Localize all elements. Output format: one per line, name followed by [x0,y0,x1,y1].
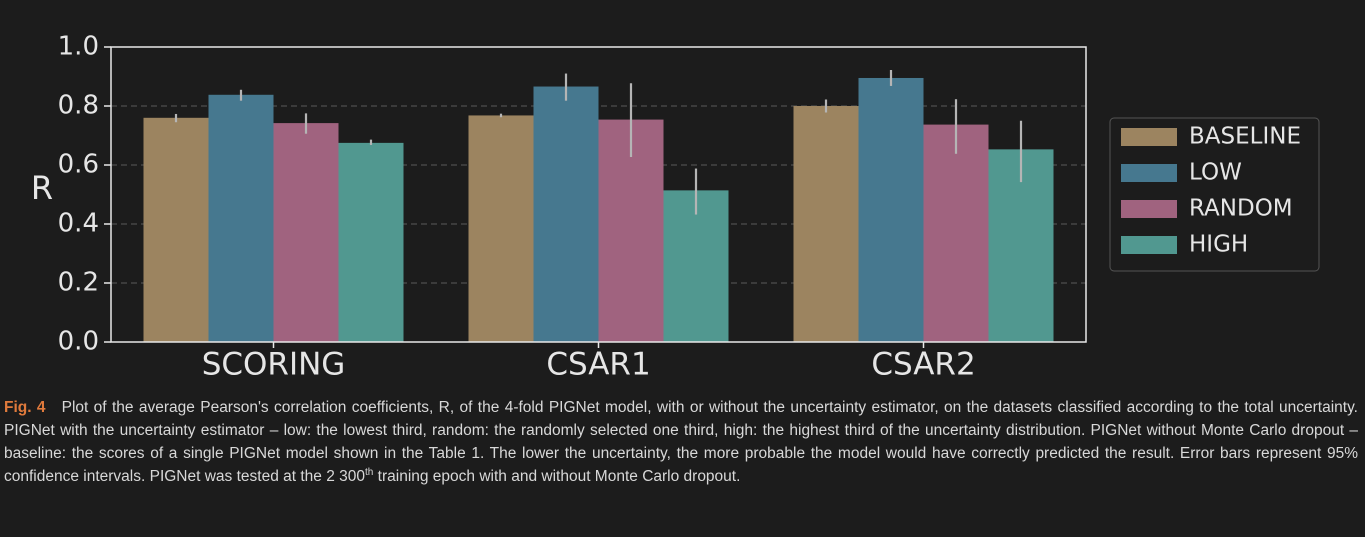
figure-caption: Fig. 4 Plot of the average Pearson's cor… [4,396,1358,488]
y-tick-label: 0.2 [58,268,99,298]
x-tick-label: CSAR1 [546,347,650,383]
bar [468,115,534,342]
bar [793,106,859,342]
legend-swatch [1121,128,1177,146]
legend: BASELINE LOW RANDOM HIGH [1109,117,1320,272]
y-tick-label: 0.8 [58,91,99,121]
x-tick-label: SCORING [202,347,346,383]
bar [923,124,989,343]
bar-chart: 0.0 0.2 0.4 0.6 0.8 1.0 SCORING CSAR1 CSAR2 R B… [31,32,1320,383]
caption-superscript: th [365,466,374,478]
bar [208,94,274,342]
legend-label: HIGH [1189,232,1248,258]
y-tick-label: 1.0 [58,32,99,62]
x-axis-ticks: SCORING CSAR1 CSAR2 [202,342,976,383]
x-tick-label: CSAR2 [871,347,975,383]
y-axis-ticks: 0.0 0.2 0.4 0.6 0.8 1.0 [58,32,111,357]
bar [143,117,209,342]
legend-swatch [1121,236,1177,254]
error-bars [174,70,1023,215]
bar [663,190,729,342]
legend-swatch [1121,200,1177,218]
caption-text-end: training epoch with and without Monte Ca… [373,468,741,485]
bars [143,77,1054,343]
bar [858,77,924,342]
y-axis-label: R [31,169,53,207]
bar [273,123,339,342]
legend-swatch [1121,164,1177,182]
bar [533,86,599,342]
legend-label: RANDOM [1189,196,1293,222]
bar [338,142,404,342]
y-tick-label: 0.4 [58,209,99,239]
legend-box [1109,117,1320,272]
legend-label: BASELINE [1189,124,1301,150]
y-tick-label: 0.6 [58,150,99,180]
legend-label: LOW [1189,160,1242,186]
caption-text: Plot of the average Pearson's correlatio… [4,399,1358,485]
y-tick-label: 0.0 [58,327,99,357]
figure-label: Fig. 4 [4,399,46,416]
